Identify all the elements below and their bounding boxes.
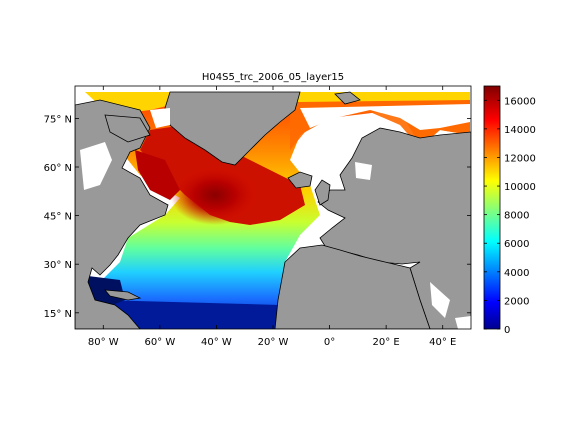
missing-data-patches [80, 104, 471, 329]
land [75, 91, 471, 329]
lon-tick-label: 0° [324, 337, 335, 348]
lon-tick-label: 20° E [373, 337, 400, 348]
colorbar-gradient [483, 85, 501, 330]
colorbar-tick-label: 0 [504, 325, 510, 336]
colorbar-tick-label: 10000 [504, 182, 536, 193]
lat-tick-label: 75° N [44, 114, 72, 125]
colorbar: 0 2000 4000 6000 8000 10000 12000 14000 16000 [483, 85, 536, 336]
lon-tick-label: 80° W [88, 337, 119, 348]
lat-tick-label: 45° N [44, 212, 72, 223]
lat-tick-label: 60° N [44, 163, 72, 174]
land-baffin [104, 114, 151, 143]
lon-tick-label: 60° W [144, 337, 175, 348]
land-antilles [104, 289, 142, 301]
lon-tick-label: 40° E [429, 337, 456, 348]
colorbar-tick-label: 2000 [504, 296, 529, 307]
colorbar-tick-label: 4000 [504, 268, 529, 279]
colorbar-tick-label: 12000 [504, 153, 536, 164]
lat-tick-label: 15° N [44, 309, 72, 320]
labrador-sea-core [170, 165, 260, 225]
colorbar-ticks: 0 2000 4000 6000 8000 10000 12000 14000 16000 [484, 96, 536, 336]
colorbar-tick-label: 8000 [504, 211, 529, 222]
tropical-deep-blue [100, 300, 280, 329]
land-africa [274, 244, 431, 329]
colorbar-tick-label: 6000 [504, 239, 529, 250]
land-svalbard [334, 91, 361, 105]
land-iceland [287, 171, 313, 189]
colorbar-tick-label: 16000 [504, 96, 536, 107]
colorbar-tick-label: 14000 [504, 125, 536, 136]
longitude-ticks: 80° W 60° W 40° W 20° W 0° 20° E 40° E [88, 86, 456, 348]
chart-title: H04S5_trc_2006_05_layer15 [202, 72, 344, 83]
lat-tick-label: 30° N [44, 260, 72, 271]
map-panel [75, 86, 471, 329]
latitude-ticks: 15° N 30° N 45° N 60° N 75° N [44, 114, 471, 320]
lon-tick-label: 20° W [258, 337, 289, 348]
lon-tick-label: 40° W [201, 337, 232, 348]
land-british-isles [314, 179, 331, 206]
land-eurasia [317, 127, 471, 329]
labrador-current [135, 150, 180, 200]
